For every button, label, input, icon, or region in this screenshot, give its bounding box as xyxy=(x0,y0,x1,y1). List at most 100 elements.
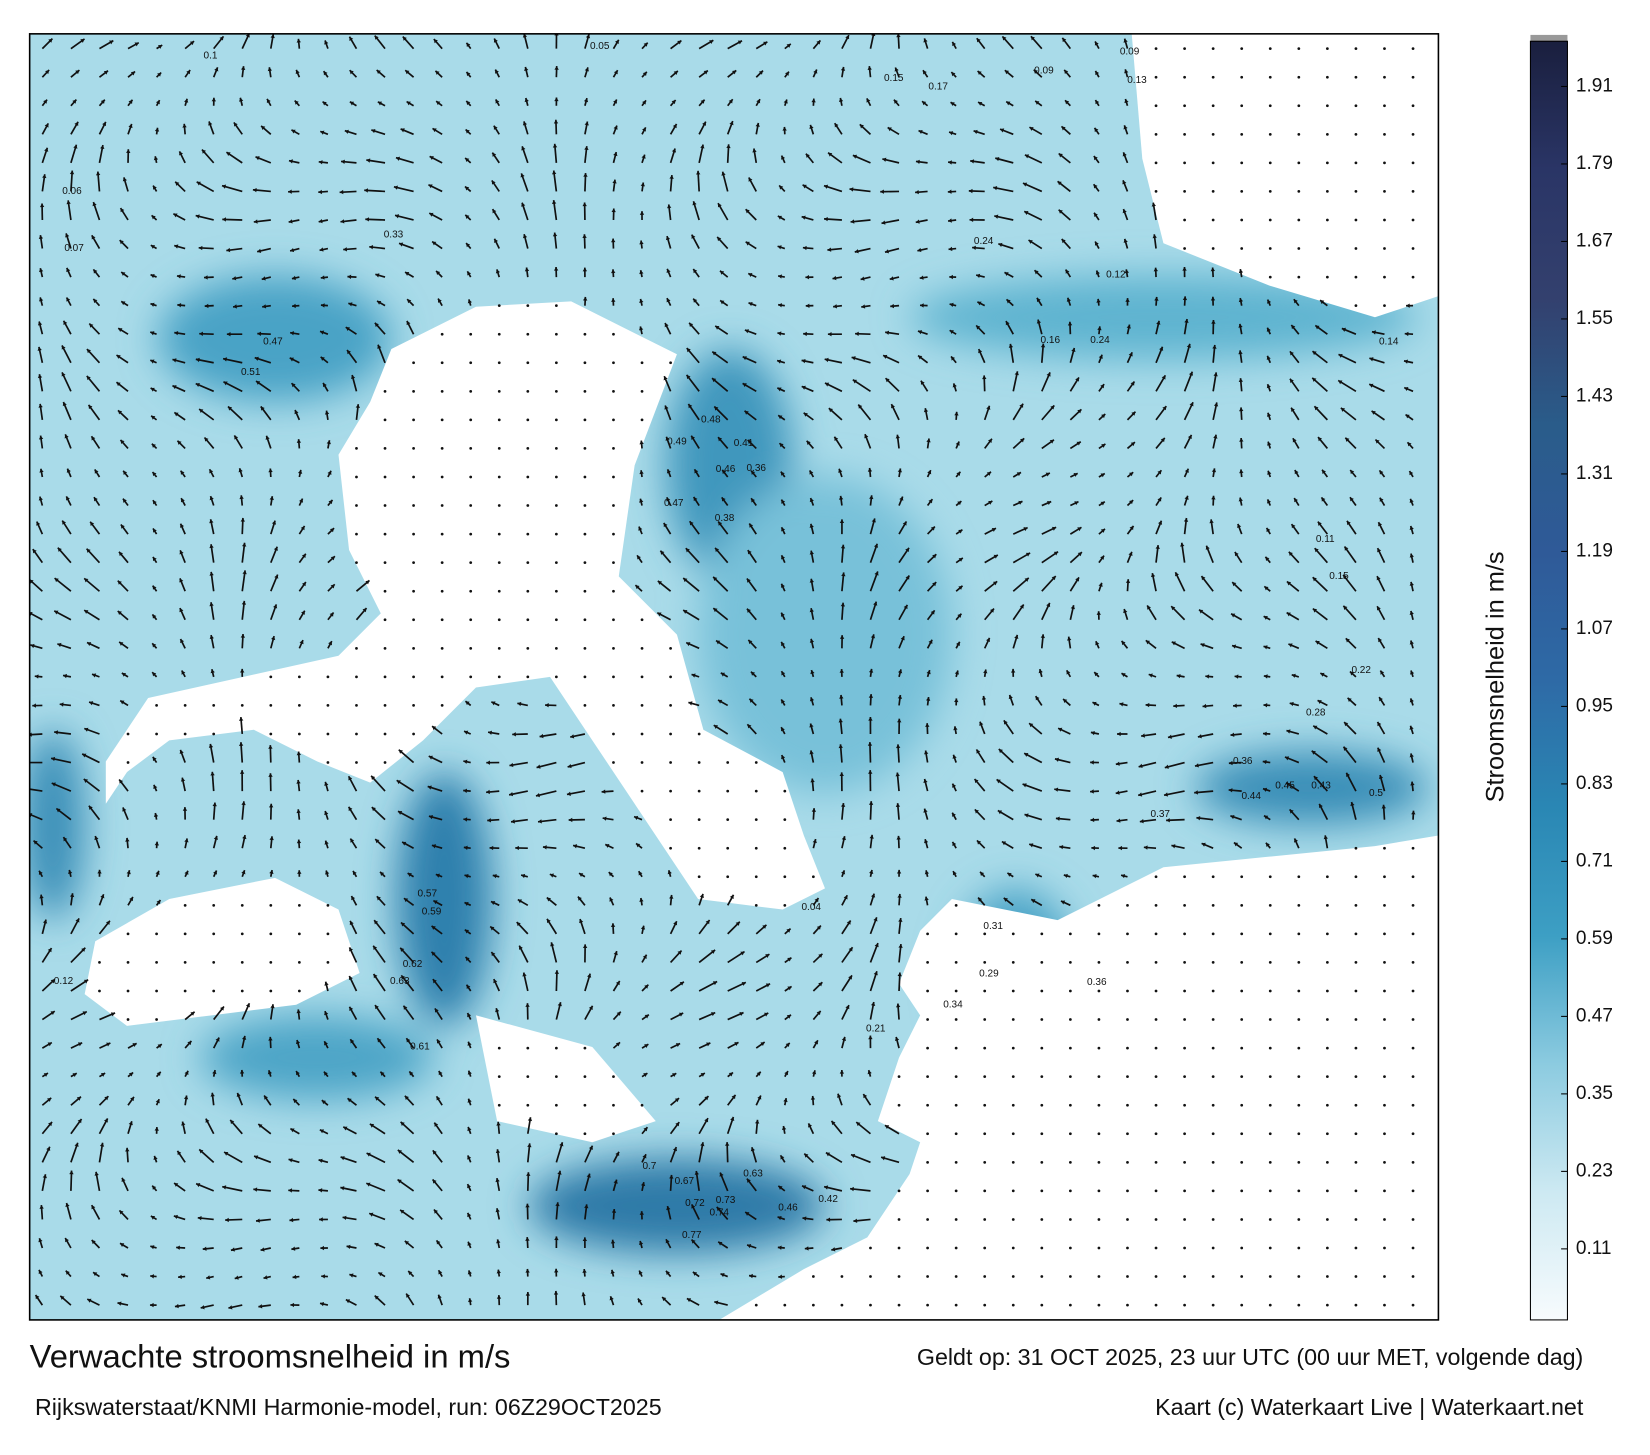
land-dot xyxy=(1183,133,1186,136)
land-dot xyxy=(1383,1104,1386,1107)
land-dot xyxy=(1240,133,1243,136)
land-dot xyxy=(1297,961,1300,964)
land-dot xyxy=(955,1190,958,1193)
land-dot xyxy=(1240,76,1243,79)
land-dot xyxy=(1212,76,1215,79)
land-dot xyxy=(1240,247,1243,250)
land-dot xyxy=(1355,133,1358,136)
land-dot xyxy=(384,447,387,450)
land-dot xyxy=(269,933,272,936)
land-dot xyxy=(1126,961,1129,964)
land-dot xyxy=(127,990,130,993)
land-dot xyxy=(1383,161,1386,164)
current-label: 0.47 xyxy=(664,498,684,509)
land-dot xyxy=(955,1304,958,1307)
land-dot xyxy=(1412,1218,1415,1221)
land-dot xyxy=(555,1104,558,1107)
land-dot xyxy=(355,561,358,564)
land-dot xyxy=(1212,47,1215,50)
land-dot xyxy=(1069,1161,1072,1164)
colorbar-tick-label: 1.31 xyxy=(1576,463,1613,484)
land-dot xyxy=(1183,1047,1186,1050)
land-dot xyxy=(1155,76,1158,79)
land-dot xyxy=(384,533,387,536)
land-dot xyxy=(783,847,786,850)
land-dot xyxy=(1126,1161,1129,1164)
land-dot xyxy=(384,676,387,679)
land-dot xyxy=(1269,1218,1272,1221)
land-dot xyxy=(1297,904,1300,907)
land-dot xyxy=(469,618,472,621)
current-label: 0.24 xyxy=(974,236,994,247)
land-dot xyxy=(269,904,272,907)
land-dot xyxy=(726,847,729,850)
land-dot xyxy=(898,1075,901,1078)
current-label: 0.12 xyxy=(54,976,74,987)
model-run: Rijkswaterstaat/KNMI Harmonie-model, run… xyxy=(35,1394,662,1420)
land-dot xyxy=(1297,1018,1300,1021)
land-dot xyxy=(1155,47,1158,50)
land-dot xyxy=(641,1104,644,1107)
land-dot xyxy=(1355,904,1358,907)
land-dot xyxy=(1069,990,1072,993)
current-label: 0.15 xyxy=(1329,571,1349,582)
land-dot xyxy=(441,476,444,479)
land-dot xyxy=(1240,104,1243,107)
land-dot xyxy=(1240,47,1243,50)
land-dot xyxy=(1412,1047,1415,1050)
land-dot xyxy=(498,1104,501,1107)
land-dot xyxy=(1326,990,1329,993)
land-dot xyxy=(184,933,187,936)
land-dot xyxy=(212,733,215,736)
land-dot xyxy=(384,704,387,707)
land-dot xyxy=(1212,1304,1215,1307)
land-dot xyxy=(1269,1047,1272,1050)
land-dot xyxy=(1098,1132,1101,1135)
land-dot xyxy=(898,1218,901,1221)
current-label: 0.13 xyxy=(1127,75,1147,86)
land-dot xyxy=(384,419,387,422)
land-dot xyxy=(1212,1132,1215,1135)
land-dot xyxy=(783,904,786,907)
land-dot xyxy=(955,1018,958,1021)
land-dot xyxy=(298,933,301,936)
land-dot xyxy=(1012,1304,1015,1307)
land-dot xyxy=(1240,1304,1243,1307)
land-dot xyxy=(1355,990,1358,993)
land-dot xyxy=(212,904,215,907)
current-label: 0.73 xyxy=(716,1195,736,1206)
land-dot xyxy=(955,1104,958,1107)
land-dot xyxy=(98,990,101,993)
land-dot xyxy=(1240,961,1243,964)
land-dot xyxy=(955,961,958,964)
land-dot xyxy=(726,818,729,821)
land-dot xyxy=(612,333,615,336)
land-dot xyxy=(983,1104,986,1107)
land-dot xyxy=(926,1161,929,1164)
land-dot xyxy=(983,961,986,964)
colorbar-tick-label: 1.43 xyxy=(1576,385,1613,406)
land-dot xyxy=(926,1104,929,1107)
land-dot xyxy=(1412,276,1415,279)
land-dot xyxy=(498,304,501,307)
land-dot xyxy=(526,533,529,536)
land-dot xyxy=(669,704,672,707)
land-dot xyxy=(526,333,529,336)
colorbar-label: Stroomsnelheid in m/s xyxy=(1481,551,1509,802)
land-dot xyxy=(469,533,472,536)
land-dot xyxy=(1126,1247,1129,1250)
land-dot xyxy=(1040,1104,1043,1107)
land-dot xyxy=(1412,933,1415,936)
land-dot xyxy=(498,618,501,621)
land-dot xyxy=(355,704,358,707)
land-dot xyxy=(555,647,558,650)
current-label: 0.15 xyxy=(884,73,904,84)
land-dot xyxy=(669,847,672,850)
land-dot xyxy=(298,904,301,907)
land-dot xyxy=(584,447,587,450)
land-dot xyxy=(155,733,158,736)
land-dot xyxy=(1383,1075,1386,1078)
land-dot xyxy=(412,476,415,479)
land-dot xyxy=(955,1247,958,1250)
land-dot xyxy=(584,1104,587,1107)
